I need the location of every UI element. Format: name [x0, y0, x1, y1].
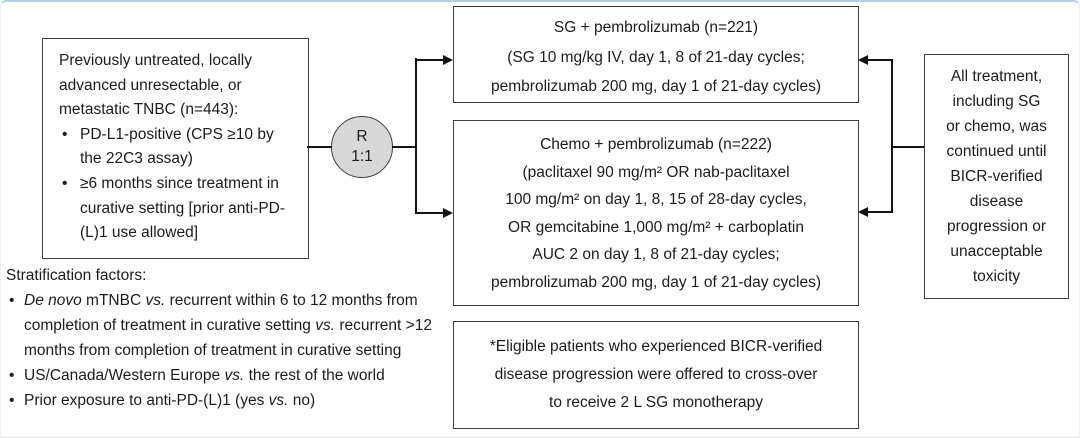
text-line: disease progression were offered to cros…: [494, 366, 818, 383]
text-line: pembrolizumab 200 mg, day 1 of 21-day cy…: [491, 78, 821, 95]
text-line: or chemo, was: [946, 118, 1047, 135]
connector-left-branch-vertical: [415, 58, 417, 214]
arrowhead-into-chemo-box-icon: [443, 208, 453, 218]
text-line: 100 mg/m² on day 1, 8, 15 of 28-day cycl…: [505, 191, 807, 208]
text-line: progression or: [946, 218, 1047, 235]
arrowhead-into-chemo-box-right-icon: [858, 207, 868, 217]
text-line: disease: [969, 193, 1024, 210]
crossover-note-box: *Eligible patients who experienced BICR-…: [453, 321, 859, 429]
text-line: AUC 2 on day 1, 8 of 21-day cycles;: [532, 246, 780, 263]
connector-rightbox-to-branch: [891, 146, 924, 148]
text-line: including SG: [952, 93, 1041, 110]
population-box: Previously untreated, locally advanced u…: [42, 38, 309, 259]
connector-branch-to-sg: [415, 59, 445, 61]
population-bullet-6months: ≥6 months since treatment in curative se…: [59, 172, 298, 246]
sg-arm-box: SG + pembrolizumab (n=221) (SG 10 mg/kg I…: [453, 6, 859, 103]
treatment-duration-box: All treatment, including SG or chemo, was c…: [924, 54, 1069, 299]
text-line: (SG 10 mg/kg IV, day 1, 8 of 21-day cycl…: [507, 48, 805, 66]
stratification-bullet-priorexposure: Prior exposure to anti-PD-(L)1 (yes vs. …: [6, 388, 456, 413]
population-intro: Previously untreated, locally advanced u…: [59, 52, 252, 119]
text-line: SG + pembrolizumab (n=221): [553, 19, 759, 36]
connector-right-branch-vertical: [891, 59, 893, 213]
chemo-arm-box: Chemo + pembrolizumab (n=222) (paclitaxel…: [453, 120, 859, 306]
population-bullet-pdl1: PD-L1-positive (CPS ≥10 by the 22C3 assa…: [59, 123, 298, 172]
stratification-section: Stratification factors: De novo mTNBC vs…: [6, 263, 456, 413]
text-line: to receive 2 L SG monotherapy: [549, 394, 763, 411]
stratification-title: Stratification factors:: [6, 267, 147, 284]
arrowhead-into-sg-box-icon: [443, 55, 453, 65]
text-line: unacceptable: [950, 243, 1043, 260]
text-line: (paclitaxel 90 mg/m² OR nab-paclitaxel: [522, 163, 790, 181]
text-line: OR gemcitabine 1,000 mg/m² + carboplatin: [508, 218, 804, 236]
connector-branch-to-chemo-right: [867, 211, 893, 213]
randomization-letter: R: [356, 128, 368, 145]
arrowhead-into-sg-box-right-icon: [858, 55, 868, 65]
text-line: *Eligible patients who experienced BICR-…: [489, 338, 823, 355]
text-line: toxicity: [972, 268, 1021, 285]
text-line: Chemo + pembrolizumab (n=222): [540, 136, 772, 153]
randomization-circle: R 1:1: [331, 116, 393, 178]
stratification-bullet-region: US/Canada/Western Europe vs. the rest of…: [6, 363, 456, 388]
connector-popbox-to-r: [307, 146, 332, 148]
stratification-bullet-denovo: De novo mTNBC vs. recurrent within 6 to …: [6, 288, 456, 363]
connector-branch-to-sg-right: [867, 59, 893, 61]
text-line: All treatment,: [950, 68, 1043, 85]
connector-r-to-branch: [392, 146, 417, 148]
connector-branch-to-chemo: [415, 212, 445, 214]
text-line: pembrolizumab 200 mg, day 1 of 21-day cy…: [491, 273, 821, 291]
text-line: continued until: [946, 143, 1047, 160]
randomization-ratio: 1:1: [351, 148, 373, 165]
text-line: BICR-verified: [950, 168, 1043, 185]
